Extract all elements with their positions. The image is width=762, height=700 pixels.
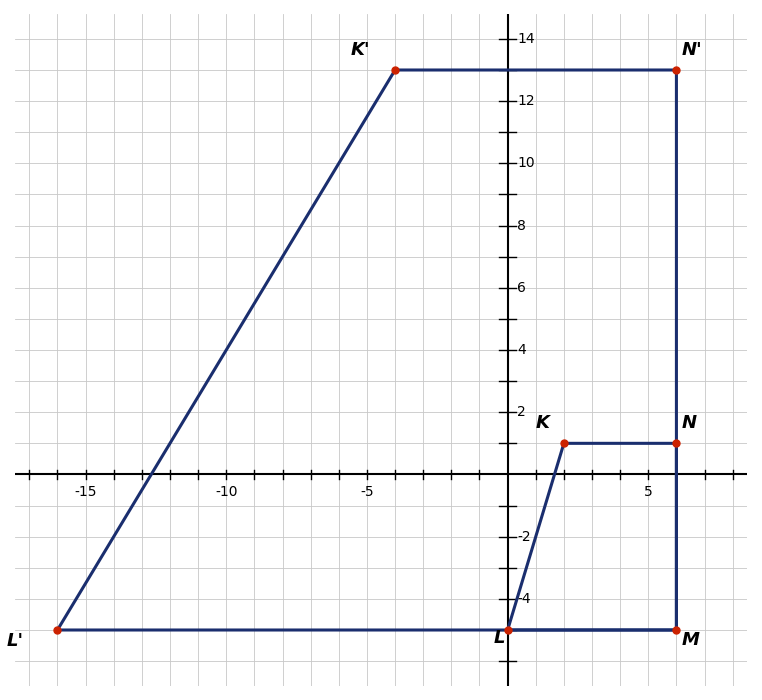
- Text: N: N: [682, 414, 697, 433]
- Text: 8: 8: [517, 218, 527, 232]
- Text: 10: 10: [517, 156, 535, 170]
- Text: 6: 6: [517, 281, 527, 295]
- Text: K: K: [536, 414, 550, 433]
- Text: 2: 2: [517, 405, 527, 419]
- Text: 12: 12: [517, 94, 535, 108]
- Text: L': L': [7, 632, 24, 650]
- Text: -15: -15: [75, 485, 97, 499]
- Text: -5: -5: [360, 485, 373, 499]
- Text: K': K': [351, 41, 370, 59]
- Text: M: M: [682, 631, 700, 649]
- Text: 5: 5: [644, 485, 653, 499]
- Text: N': N': [682, 41, 703, 59]
- Text: L: L: [494, 629, 505, 647]
- Text: 4: 4: [517, 343, 527, 357]
- Text: -10: -10: [215, 485, 238, 499]
- Text: -4: -4: [517, 592, 531, 606]
- Text: -2: -2: [517, 530, 531, 544]
- Text: 14: 14: [517, 32, 535, 46]
